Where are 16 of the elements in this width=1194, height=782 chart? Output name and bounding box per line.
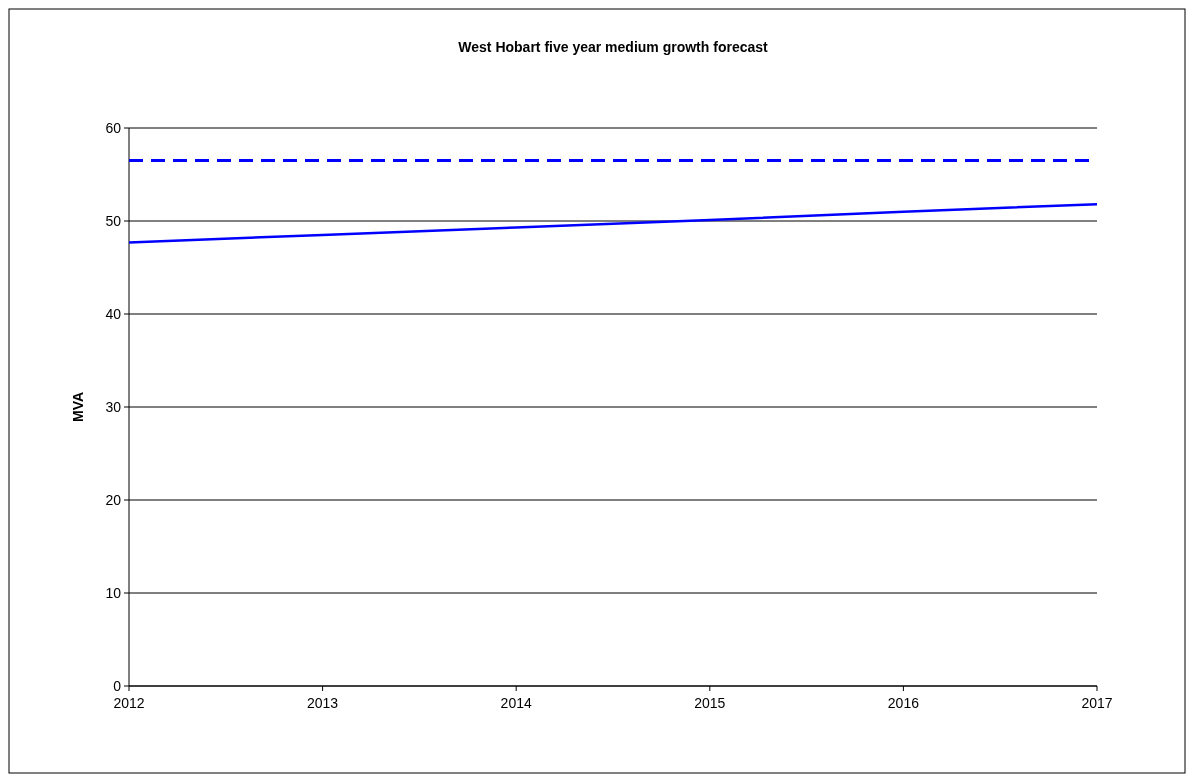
y-tick-label: 40 bbox=[105, 305, 122, 322]
x-tick-label: 2016 bbox=[887, 695, 920, 711]
y-tick-label: 0 bbox=[113, 677, 122, 694]
line-series bbox=[127, 203, 1099, 244]
x-tick-label: 2014 bbox=[500, 695, 532, 711]
y-axis-title: MVA bbox=[70, 391, 86, 423]
y-tick-label: 10 bbox=[105, 584, 122, 601]
chart-title: West Hobart five year medium growth forecast bbox=[458, 39, 769, 55]
x-tick-label: 2017 bbox=[1081, 695, 1113, 711]
x-tick-label: 2015 bbox=[694, 695, 726, 711]
y-tick-label: 60 bbox=[105, 119, 122, 136]
y-tick-label: 20 bbox=[105, 491, 122, 508]
y-tick-label: 50 bbox=[105, 212, 122, 229]
x-tick-label: 2013 bbox=[307, 695, 339, 711]
y-tick-label: 30 bbox=[105, 398, 122, 415]
x-tick-label: 2012 bbox=[113, 695, 145, 711]
